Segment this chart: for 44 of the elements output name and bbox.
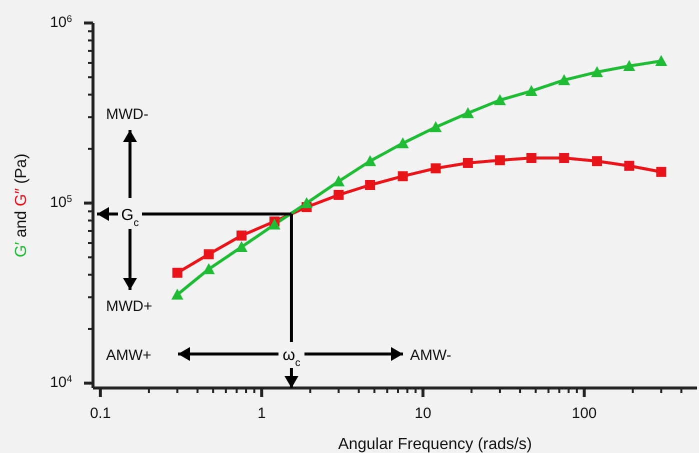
point	[236, 230, 247, 241]
point	[462, 107, 474, 118]
point	[558, 74, 570, 86]
y-axis-title: G′ and G″ (Pa)	[13, 154, 30, 258]
point	[526, 152, 536, 163]
point	[592, 156, 602, 166]
x-tick-label: 10	[414, 405, 432, 422]
point	[236, 241, 248, 252]
point	[332, 175, 345, 186]
point	[525, 85, 538, 96]
point	[398, 171, 408, 182]
y-tick-label: 10$^{4}$	[50, 374, 73, 392]
point	[559, 152, 570, 163]
point	[494, 155, 505, 166]
annotation: MWD+	[106, 298, 152, 315]
point	[591, 66, 604, 78]
annotation: AMW+	[106, 347, 152, 364]
x-tick-label: 0.1	[90, 405, 111, 422]
point	[656, 166, 666, 177]
x-axis-title: Angular Frequency (rads/s)	[338, 436, 532, 453]
ref-line-label: G$_{c}$	[121, 206, 139, 228]
point	[623, 60, 636, 72]
point	[462, 158, 473, 168]
point	[172, 268, 182, 278]
y-tick-label: 10$^{6}$	[50, 14, 72, 31]
point	[430, 121, 442, 132]
ref-line-label: ω$_{c}$	[282, 347, 300, 368]
point	[624, 160, 634, 171]
point	[364, 155, 376, 166]
x-tick-label: 1	[258, 405, 266, 422]
point	[430, 163, 441, 174]
point	[655, 55, 668, 66]
point	[204, 249, 214, 260]
annotation: MWD-	[106, 106, 148, 123]
x-tick-label: 100	[572, 405, 597, 422]
point	[494, 94, 506, 106]
point	[396, 137, 409, 148]
y-tick-label: 10$^{5}$	[50, 194, 73, 212]
annotation: AMW-	[410, 347, 452, 364]
point	[365, 180, 376, 190]
point	[268, 218, 280, 230]
point	[171, 288, 184, 300]
point	[300, 197, 313, 208]
point	[334, 190, 344, 200]
